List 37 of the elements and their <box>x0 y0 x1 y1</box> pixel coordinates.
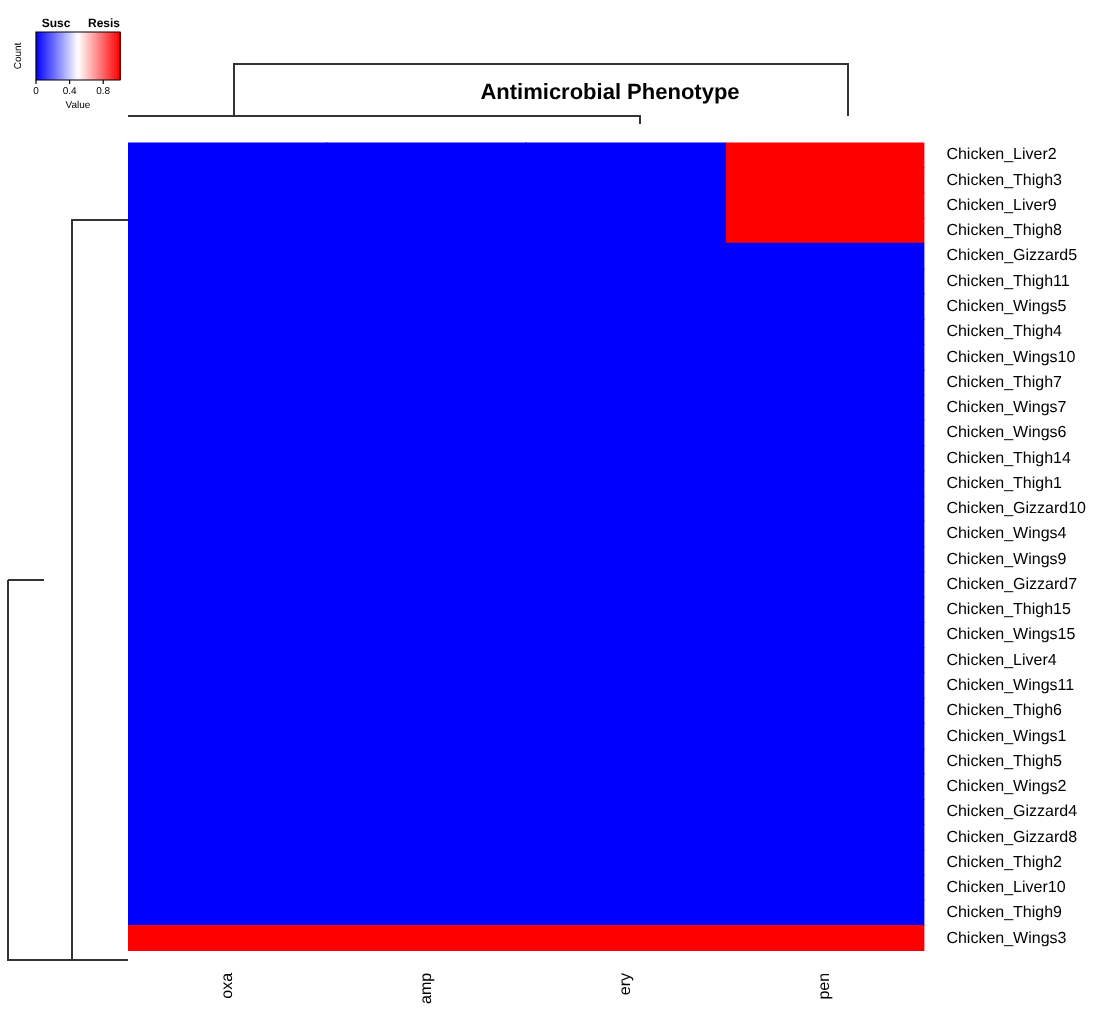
y-tick-label: Chicken_Liver9 <box>946 195 1058 214</box>
y-tick-label: Chicken_Thigh7 <box>946 372 1064 391</box>
y-tick-label: Chicken_Wings2 <box>946 777 1068 796</box>
y-tick-label: Chicken_Wings11 <box>946 676 1076 694</box>
y-tick-label: Chicken_Thigh11 <box>946 271 1071 290</box>
x-tick-label: pen <box>815 972 834 1000</box>
y-tick-label: Chicken_Wings4 <box>946 524 1068 543</box>
y-tick-label: Chicken_Liver4 <box>946 650 1058 669</box>
chart-title: Antimicrobial Phenotype <box>480 81 740 106</box>
y-tick-label: Chicken_Thigh2 <box>946 852 1064 871</box>
y-tick-label: Chicken_Wings9 <box>946 549 1068 568</box>
y-tick-label: Chicken_Thigh1 <box>946 473 1064 492</box>
y-tick-label: Chicken_Thigh3 <box>946 170 1064 189</box>
y-tick-label: Chicken_Wings6 <box>946 423 1068 442</box>
y-tick-label: Chicken_Thigh15 <box>946 600 1072 619</box>
y-tick-label: Chicken_Wings15 <box>946 625 1077 644</box>
y-tick-label: Chicken_Wings7 <box>946 398 1068 417</box>
y-tick-label: Chicken_Gizzard4 <box>946 802 1079 821</box>
y-tick-label: Chicken_Wings10 <box>946 347 1077 366</box>
y-tick-label: Chicken_Wings1 <box>946 726 1068 745</box>
x-tick-label: ery <box>616 972 635 996</box>
y-tick-label: Chicken_Liver2 <box>946 145 1058 164</box>
y-tick-label: Chicken_Gizzard8 <box>946 827 1079 846</box>
y-tick-label: Chicken_Thigh6 <box>946 701 1064 720</box>
y-tick-label: Chicken_Gizzard10 <box>946 499 1088 518</box>
y-tick-label: Chicken_Thigh9 <box>946 903 1064 922</box>
y-tick-label: Chicken_Thigh8 <box>946 221 1064 240</box>
y-tick-label: Chicken_Wings5 <box>946 297 1068 316</box>
y-tick-label: Chicken_Gizzard5 <box>946 246 1079 265</box>
y-tick-label: Chicken_Wings3 <box>946 928 1068 947</box>
y-tick-label: Chicken_Gizzard7 <box>946 574 1079 593</box>
y-tick-label: Chicken_Thigh14 <box>946 448 1072 467</box>
x-tick-label: amp <box>417 971 436 1004</box>
y-tick-label: Chicken_Thigh4 <box>946 322 1064 341</box>
y-tick-label: Chicken_Thigh5 <box>946 751 1064 770</box>
y-tick-label: Chicken_Liver10 <box>946 878 1067 897</box>
x-tick-label: oxa <box>217 971 236 999</box>
